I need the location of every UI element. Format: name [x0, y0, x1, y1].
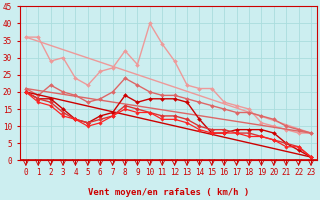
X-axis label: Vent moyen/en rafales ( km/h ): Vent moyen/en rafales ( km/h ) — [88, 188, 249, 197]
